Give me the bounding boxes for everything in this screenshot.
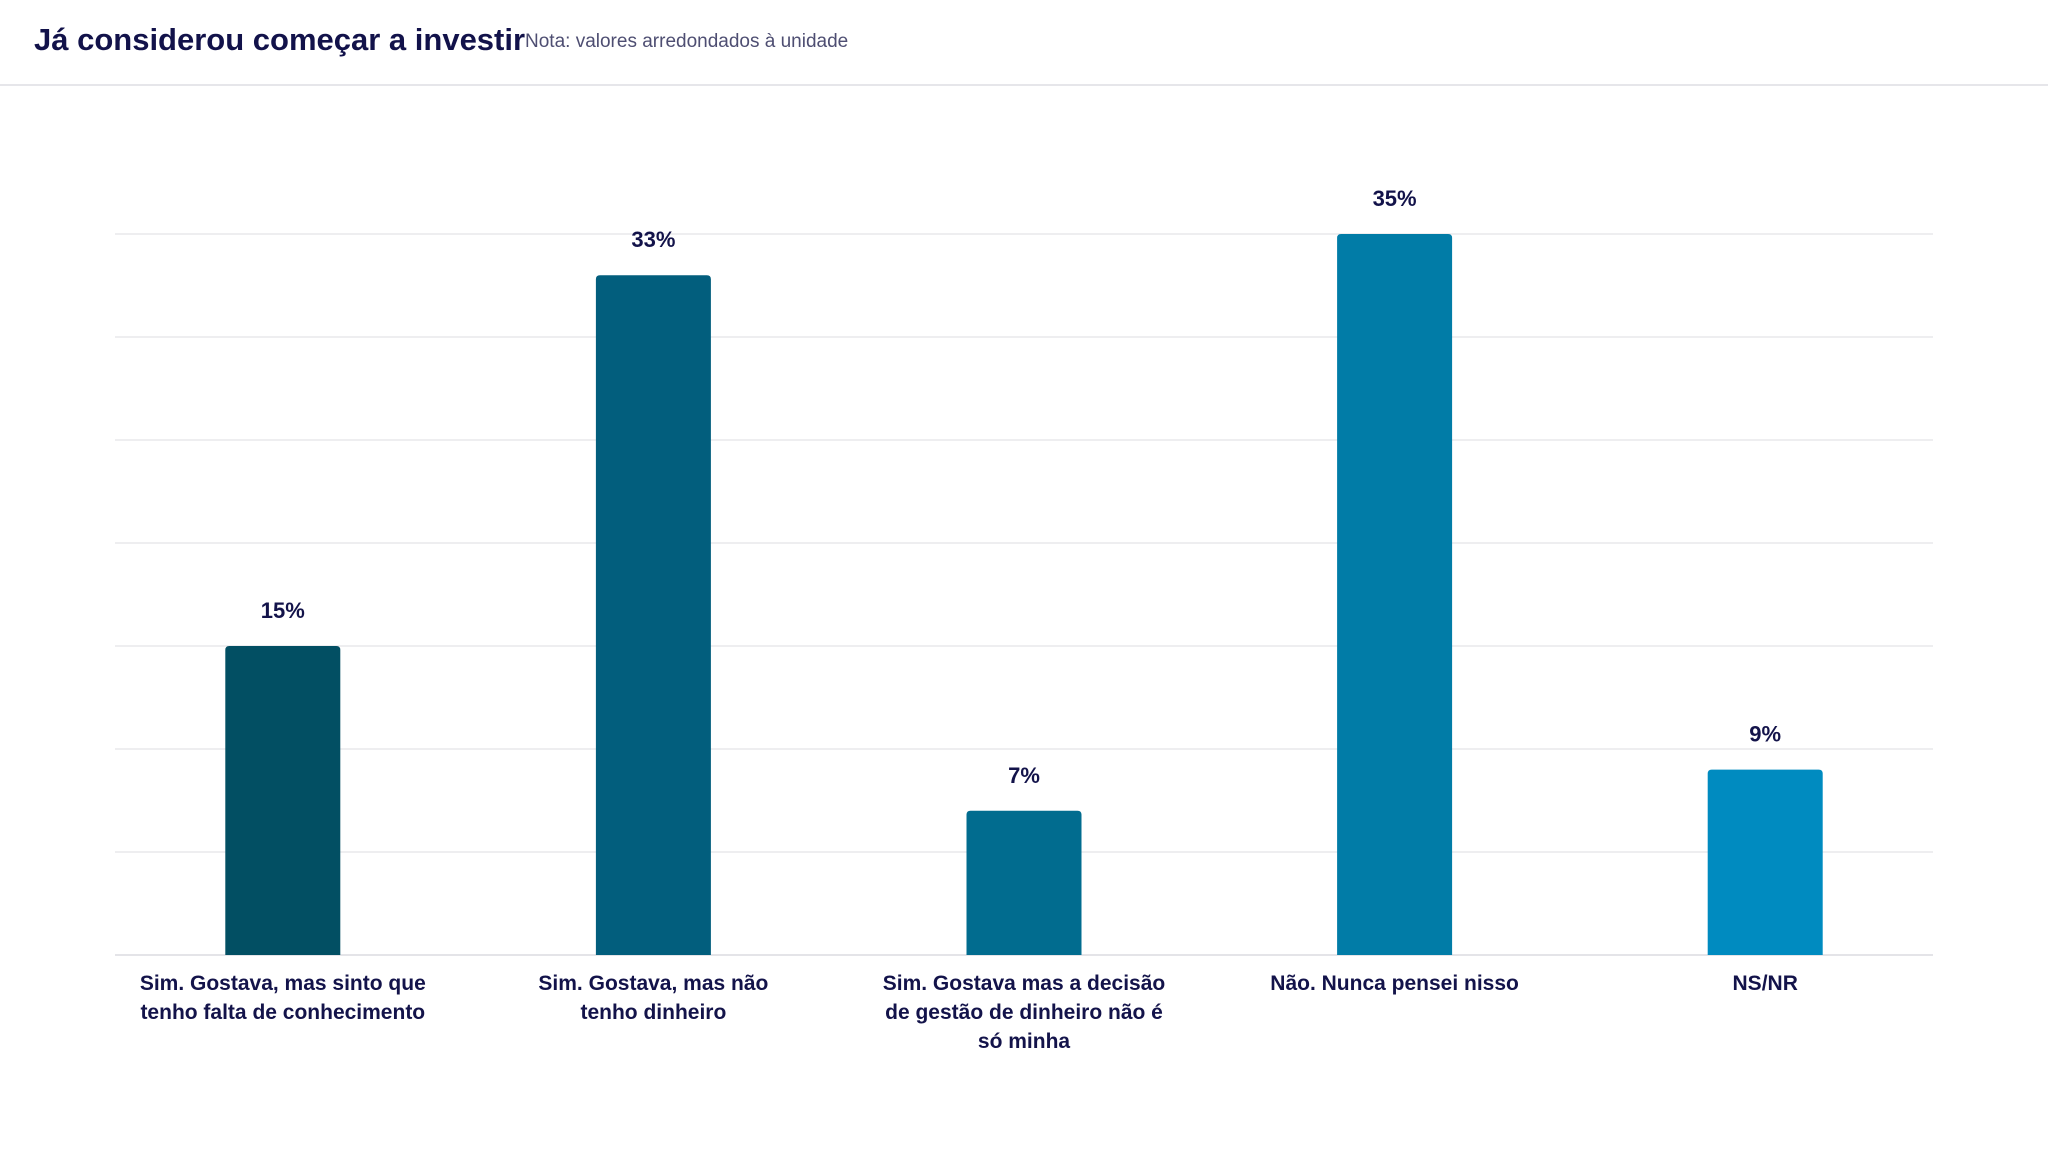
value-label: 15% (261, 598, 305, 623)
category-label: NS/NR (1732, 972, 1798, 995)
header: Já considerou começar a investir Nota: v… (0, 0, 2048, 86)
value-label: 35% (1373, 186, 1417, 211)
bar (1707, 769, 1823, 955)
value-label: 7% (1008, 763, 1040, 788)
bar (225, 646, 341, 955)
chart-title: Já considerou começar a investir (34, 22, 526, 57)
bar (1337, 234, 1453, 955)
category-label: Não. Nunca pensei nisso (1270, 972, 1519, 995)
value-label: 9% (1749, 722, 1781, 747)
bar (966, 810, 1082, 955)
category-label: Sim. Gostava mas a decisão de gestão de … (882, 972, 1166, 1053)
category-label: Sim. Gostava, mas não tenho dinheiro (538, 972, 769, 1024)
value-label: 33% (631, 227, 675, 252)
bar (595, 275, 711, 955)
chart-note: Nota: valores arredondados à unidade (525, 31, 849, 52)
category-label: Sim. Gostava, mas sinto que tenho falta … (139, 972, 426, 1024)
